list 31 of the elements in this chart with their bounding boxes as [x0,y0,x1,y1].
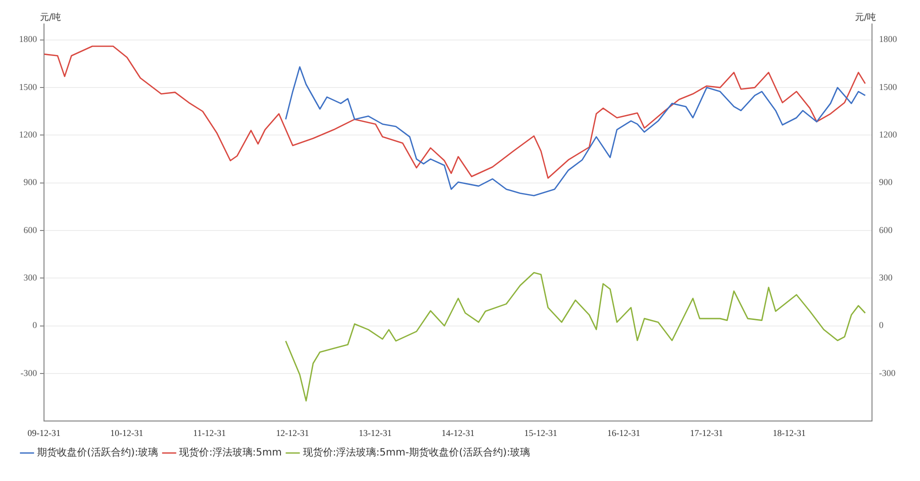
x-tick-label: 16-12-31 [607,428,640,438]
y-tick-label: 0 [32,320,38,330]
legend-label: 现货价:浮法玻璃:5mm [179,446,282,459]
x-tick-label: 18-12-31 [772,428,806,438]
x-tick-label: 13-12-31 [358,428,392,438]
x-tick-label: 14-12-31 [442,428,474,438]
x-tick-label: 17-12-31 [690,428,723,438]
y-tick-label: 300 [24,272,38,283]
y-tick-label: 1800 [19,34,38,44]
y-tick-label: -300 [20,368,38,378]
y2-tick-label: 1500 [879,82,898,92]
y-tick-label: 900 [24,177,38,188]
y2-tick-label: 300 [879,272,893,283]
y-tick-label: 1200 [19,130,38,140]
legend-label: 期货收盘价(活跃合约):玻璃 [37,446,158,459]
y2-tick-label: 900 [879,177,893,188]
legend-label: 现货价:浮法玻璃:5mm-期货收盘价(活跃合约):玻璃 [302,446,530,459]
x-tick-label: 11-12-31 [193,428,226,438]
x-tick-label: 09-12-31 [28,428,60,438]
y-axis-title: 元/吨 [40,12,62,23]
y2-tick-label: 0 [879,320,884,330]
y2-tick-label: 1800 [879,34,898,44]
y2-tick-label: 1200 [879,130,898,140]
x-tick-label: 15-12-31 [524,428,558,438]
y2-axis-title: 元/吨 [854,12,876,23]
y2-tick-label: 600 [879,224,893,235]
y-tick-label: 1500 [19,82,38,92]
y2-tick-label: -300 [879,368,896,378]
x-tick-label: 10-12-31 [110,428,144,438]
x-tick-label: 12-12-31 [276,428,309,438]
y-tick-label: 600 [24,224,38,235]
